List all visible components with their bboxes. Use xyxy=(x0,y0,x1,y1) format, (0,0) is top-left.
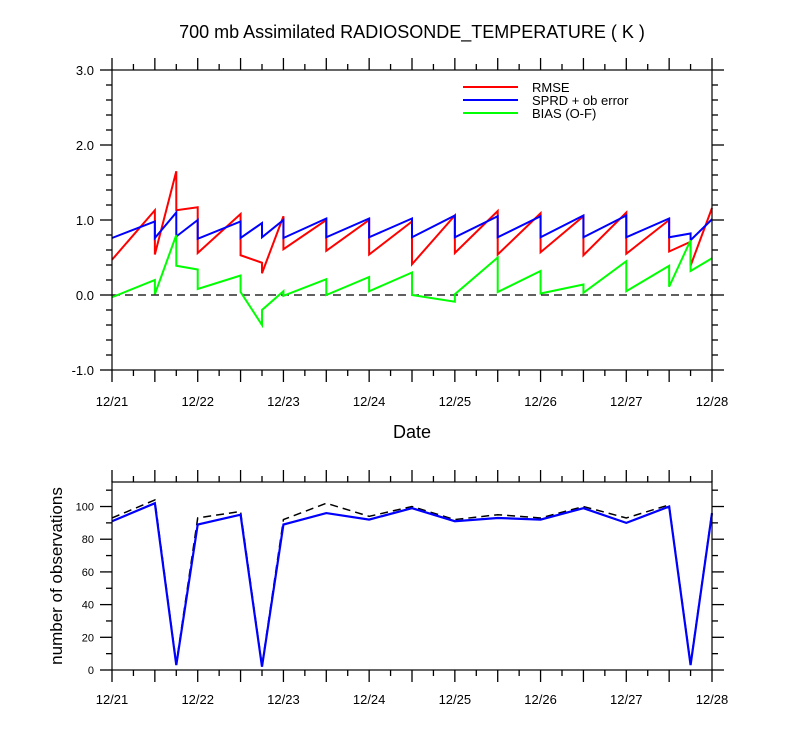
chart-title: 700 mb Assimilated RADIOSONDE_TEMPERATUR… xyxy=(179,22,645,43)
x-tick-label: 12/23 xyxy=(267,692,300,707)
y-tick-label: 0 xyxy=(88,665,94,677)
x-tick-label: 12/28 xyxy=(696,692,729,707)
y-tick-label: 3.0 xyxy=(76,63,94,78)
x-tick-label: 12/26 xyxy=(524,394,557,409)
x-tick-labels: 12/21 12/22 12/23 12/24 12/25 12/26 12/27 12/28 xyxy=(96,692,729,707)
x-tick-label: 12/22 xyxy=(181,394,214,409)
x-tick-label: 12/27 xyxy=(610,394,643,409)
y-tick-label: 2.0 xyxy=(76,138,94,153)
y-tick-labels: 0 20 40 60 80 100 xyxy=(76,502,94,677)
y-tick-label: 60 xyxy=(82,567,94,579)
axis-ticks xyxy=(100,470,724,682)
x-tick-label: 12/28 xyxy=(696,394,729,409)
x-tick-label: 12/23 xyxy=(267,394,300,409)
x-tick-labels: 12/21 12/22 12/23 12/24 12/25 12/26 12/27 12/28 xyxy=(96,394,729,409)
legend-label: RMSE xyxy=(532,80,570,95)
series-layer xyxy=(111,171,713,329)
x-tick-label: 12/24 xyxy=(353,394,386,409)
x-tick-label: 12/25 xyxy=(439,394,472,409)
x-tick-label: 12/26 xyxy=(524,692,557,707)
y-axis-label: number of observations xyxy=(47,487,66,665)
y-tick-label: 100 xyxy=(76,502,94,514)
x-tick-label: 12/24 xyxy=(353,692,386,707)
series-line-assimilated-observations xyxy=(111,501,714,667)
y-tick-label: 80 xyxy=(82,534,94,546)
plot-frame xyxy=(111,481,713,671)
y-tick-label: 40 xyxy=(82,600,94,612)
x-tick-label: 12/25 xyxy=(439,692,472,707)
x-tick-label: 12/22 xyxy=(181,692,214,707)
series-layer xyxy=(111,498,714,667)
series-line-sprd-ob-error xyxy=(111,209,713,243)
x-axis-label: Date xyxy=(393,422,431,442)
y-tick-label: -1.0 xyxy=(72,363,94,378)
y-tick-label: 0.0 xyxy=(76,288,94,303)
y-tick-labels: -1.0 0.0 1.0 2.0 3.0 xyxy=(72,63,94,378)
legend-label: BIAS (O-F) xyxy=(532,106,596,121)
x-tick-label: 12/21 xyxy=(96,692,129,707)
axis-ticks xyxy=(100,58,724,382)
y-tick-label: 1.0 xyxy=(76,213,94,228)
rmse-chart: 700 mb Assimilated RADIOSONDE_TEMPERATUR… xyxy=(72,22,729,442)
y-tick-label: 20 xyxy=(82,632,94,644)
x-tick-label: 12/27 xyxy=(610,692,643,707)
series-line-possible-observations xyxy=(111,498,713,666)
x-tick-label: 12/21 xyxy=(96,394,129,409)
legend-label: SPRD + ob error xyxy=(532,93,629,108)
series-line-bias-o-f xyxy=(111,234,713,329)
